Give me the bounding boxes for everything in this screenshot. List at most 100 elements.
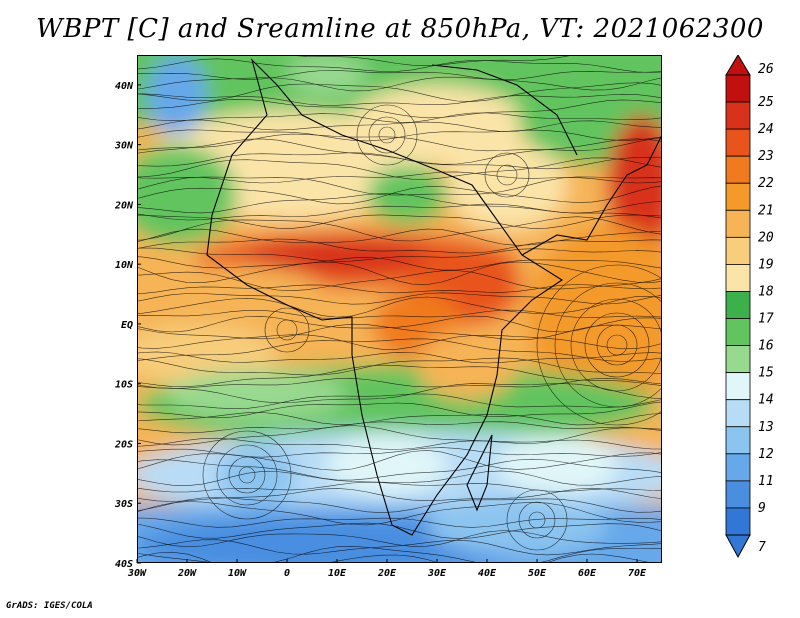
colorbar-label: 14 — [758, 393, 774, 408]
colorbar-swatch — [725, 507, 751, 536]
streamline — [137, 112, 662, 123]
streamlines — [137, 55, 662, 563]
colorbar-swatch — [725, 318, 751, 346]
streamline — [137, 133, 662, 152]
streamline — [137, 185, 662, 205]
streamline — [286, 55, 575, 67]
streamline — [137, 338, 662, 362]
colorbar-swatch — [725, 426, 751, 455]
lat-label: 40N — [115, 81, 134, 92]
colorbar-label: 7 — [758, 540, 766, 555]
lon-label: 50E — [528, 568, 547, 579]
colorbar-swatch — [725, 345, 751, 374]
streamline — [137, 315, 662, 333]
coastlines — [206, 58, 662, 536]
lon-label: 10E — [328, 568, 347, 579]
lat-label: 10N — [115, 260, 134, 271]
colorbar-max-arrow — [725, 55, 751, 76]
colorbar-swatch — [725, 264, 751, 292]
lon-label: 40E — [478, 568, 497, 579]
colorbar-min-arrow — [725, 534, 751, 559]
colorbar-label: 25 — [758, 95, 774, 110]
colorbar-label: 19 — [758, 257, 774, 272]
lon-label: 20E — [377, 568, 397, 579]
colorbar-label: 13 — [758, 420, 774, 435]
streamline — [137, 383, 662, 404]
streamline — [137, 470, 662, 487]
streamline — [137, 425, 662, 446]
colorbar-label: 16 — [758, 339, 774, 354]
colorbar-swatch — [725, 453, 751, 482]
streamline — [137, 82, 662, 102]
streamline — [137, 157, 662, 180]
streamline — [137, 129, 662, 142]
colorbar-swatch — [725, 101, 751, 130]
lon-label: 30W — [127, 568, 147, 579]
colorbar-swatch — [725, 236, 751, 265]
streamline — [137, 364, 662, 388]
lon-label: 70E — [628, 568, 647, 579]
streamline — [137, 501, 662, 526]
colorbar-label: 9 — [758, 501, 766, 516]
map-panel — [137, 55, 662, 563]
colorbar-swatch — [725, 399, 751, 428]
lon-label: 30E — [427, 568, 447, 579]
streamline — [137, 458, 662, 481]
colorbar-swatch — [725, 480, 751, 509]
colorbar-label: 21 — [758, 203, 774, 218]
streamline — [137, 481, 662, 493]
streamline — [137, 393, 662, 410]
colorbar-swatch — [725, 74, 751, 103]
streamline — [137, 216, 662, 242]
streamline — [137, 238, 662, 254]
colorbar-label: 24 — [758, 122, 774, 137]
streamline — [137, 214, 662, 229]
streamline — [137, 119, 662, 132]
streamline — [137, 247, 662, 262]
colorbar: 26 25 24 23 22 21 20 19 18 17 16 15 14 13 12 11 9 7 — [725, 55, 774, 559]
lon-label: 20W — [177, 568, 197, 579]
streamline — [137, 517, 662, 528]
streamline — [137, 76, 662, 92]
streamline — [137, 256, 662, 271]
lat-label: 30S — [114, 499, 133, 510]
streamline — [137, 487, 662, 502]
colorbar-swatch — [725, 128, 751, 157]
colorbar-swatch — [725, 372, 751, 401]
lat-label: 20S — [114, 439, 133, 450]
colorbar-label: 11 — [758, 474, 774, 489]
streamline — [137, 261, 662, 285]
lat-label: EQ — [121, 320, 133, 331]
streamline — [137, 412, 662, 426]
lat-label: 10S — [115, 380, 133, 391]
streamline — [137, 323, 662, 341]
streamline — [137, 152, 662, 170]
lat-label: 30N — [114, 141, 134, 152]
streamline — [137, 351, 662, 364]
lon-label: 0 — [284, 568, 290, 579]
streamline — [137, 309, 662, 319]
lon-label: 10W — [228, 568, 247, 579]
colorbar-swatch — [725, 155, 751, 184]
colorbar-swatch — [725, 182, 751, 211]
streamline — [137, 377, 662, 389]
streamline — [137, 270, 662, 292]
lon-label: 60E — [578, 568, 597, 579]
streamline — [137, 98, 662, 119]
colorbar-swatch — [725, 209, 751, 238]
streamline — [137, 296, 662, 318]
streamline — [137, 284, 662, 295]
streamline — [137, 522, 662, 539]
streamline — [137, 176, 662, 196]
streamline — [137, 93, 662, 106]
map-frame — [137, 55, 662, 563]
streamline — [137, 334, 662, 350]
streamline — [137, 357, 662, 376]
colorbar-label: 15 — [758, 366, 774, 381]
streamline — [137, 449, 662, 471]
streamline — [137, 58, 662, 73]
colorbar-swatch — [725, 291, 751, 319]
colorbar-label: 22 — [758, 176, 774, 191]
streamline — [137, 70, 662, 81]
colorbar-label: 23 — [758, 149, 774, 164]
